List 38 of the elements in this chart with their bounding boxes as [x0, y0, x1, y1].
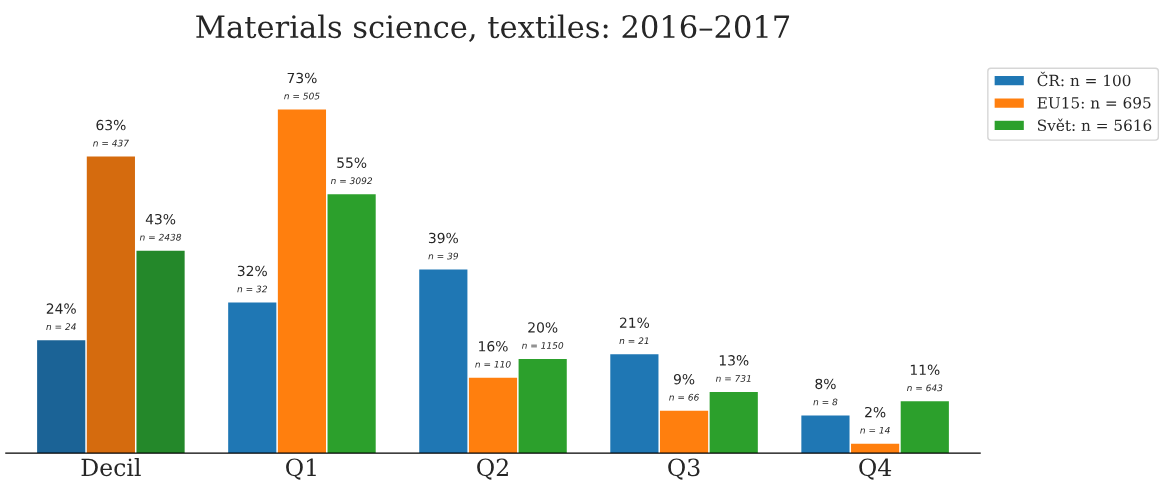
x-tick-label: Decil [81, 457, 141, 477]
x-tick-label: Q1 [286, 458, 316, 480]
bar [900, 401, 949, 454]
data-label: 24% n = 24 [46, 303, 76, 330]
x-tick-label: Q2 [477, 458, 508, 480]
data-label: 32% n = 32 [237, 265, 267, 293]
data-label: 16% n = 110 [475, 340, 511, 368]
bar [277, 109, 327, 454]
legend-label: Svět: n = 5616 [1038, 118, 1152, 132]
data-label: 20% n = 1150 [521, 322, 564, 349]
data-label: 13% n = 731 [715, 355, 751, 382]
bar [468, 377, 518, 454]
data-label: 2% n = 14 [860, 406, 890, 434]
data-label: 39% n = 39 [428, 232, 459, 260]
data-label: 43% n = 2438 [139, 213, 182, 241]
chart-title: Materials science, textiles: 2016–2017 [196, 14, 790, 42]
bar [136, 250, 185, 454]
data-label: 73% n = 505 [284, 72, 320, 100]
data-label: 63% n = 437 [93, 119, 129, 147]
data-label: 21% n = 21 [619, 317, 650, 345]
data-label: 8% n = 8 [813, 378, 838, 406]
data-label: 9% n = 66 [669, 373, 699, 401]
legend-label: EU15: n = 695 [1037, 97, 1151, 109]
bar [228, 302, 277, 454]
x-tick-label: Q3 [668, 458, 700, 480]
bar [419, 269, 468, 454]
legend-label: ČR: n = 100 [1037, 71, 1131, 87]
bar [86, 156, 135, 454]
bar [518, 358, 567, 454]
bar [659, 410, 709, 454]
data-label: 11% n = 643 [906, 364, 943, 392]
data-label: 55% n = 3092 [330, 157, 373, 185]
bar [709, 391, 758, 454]
bar [327, 194, 376, 454]
bar [37, 340, 86, 454]
bar [610, 354, 659, 454]
x-tick-label: Q4 [859, 458, 892, 480]
bar [801, 415, 850, 454]
